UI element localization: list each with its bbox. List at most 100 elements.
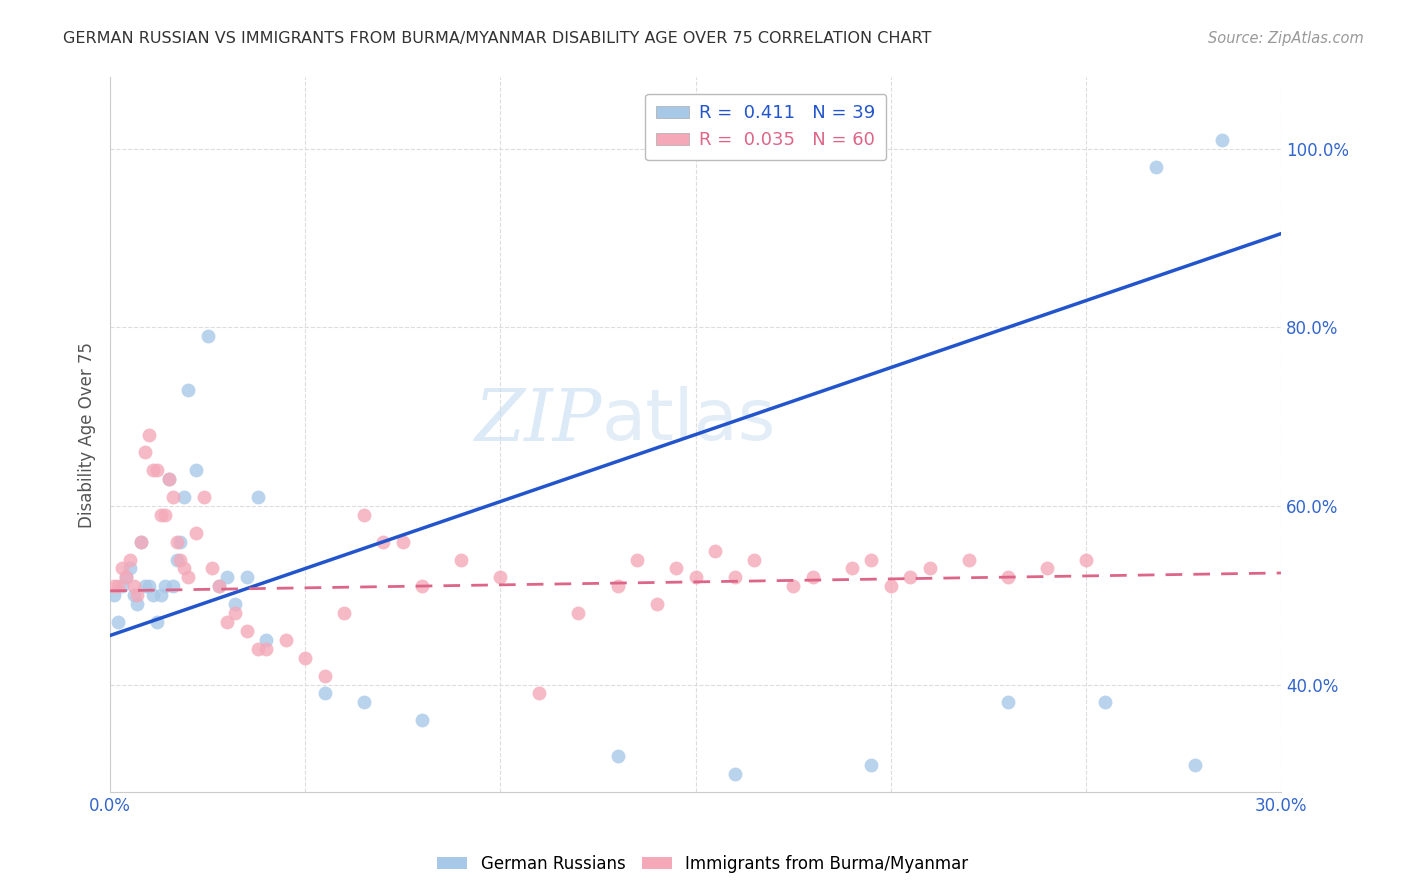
Point: [1094, 695, 1116, 709]
Point: [373, 534, 395, 549]
Legend: R =  0.411   N = 39, R =  0.035   N = 60: R = 0.411 N = 39, R = 0.035 N = 60: [645, 94, 886, 161]
Point: [107, 579, 129, 593]
Point: [208, 579, 231, 593]
Point: [860, 552, 883, 566]
Point: [134, 445, 156, 459]
Point: [197, 329, 219, 343]
Point: [314, 668, 336, 682]
Point: [122, 588, 145, 602]
Point: [122, 579, 145, 593]
Point: [665, 561, 688, 575]
Point: [162, 490, 184, 504]
Point: [157, 472, 180, 486]
Text: atlas: atlas: [602, 385, 776, 455]
Point: [166, 552, 188, 566]
Legend: German Russians, Immigrants from Burma/Myanmar: German Russians, Immigrants from Burma/M…: [430, 848, 976, 880]
Point: [392, 534, 415, 549]
Point: [235, 570, 257, 584]
Point: [529, 686, 551, 700]
Point: [193, 490, 215, 504]
Point: [411, 713, 433, 727]
Point: [997, 695, 1019, 709]
Point: [879, 579, 901, 593]
Point: [314, 686, 336, 700]
Point: [127, 597, 149, 611]
Point: [723, 570, 745, 584]
Point: [134, 579, 156, 593]
Point: [131, 534, 153, 549]
Point: [489, 570, 512, 584]
Text: GERMAN RUSSIAN VS IMMIGRANTS FROM BURMA/MYANMAR DISABILITY AGE OVER 75 CORRELATI: GERMAN RUSSIAN VS IMMIGRANTS FROM BURMA/…: [63, 31, 932, 46]
Point: [274, 632, 297, 647]
Point: [118, 552, 141, 566]
Point: [742, 552, 765, 566]
Point: [782, 579, 804, 593]
Point: [254, 632, 277, 647]
Point: [153, 579, 176, 593]
Point: [1211, 133, 1233, 147]
Text: Source: ZipAtlas.com: Source: ZipAtlas.com: [1208, 31, 1364, 46]
Point: [235, 624, 257, 638]
Point: [918, 561, 941, 575]
Point: [224, 606, 246, 620]
Point: [107, 615, 129, 629]
Point: [626, 552, 648, 566]
Point: [450, 552, 472, 566]
Point: [723, 767, 745, 781]
Point: [294, 650, 316, 665]
Point: [142, 588, 165, 602]
Point: [127, 588, 149, 602]
Point: [138, 579, 160, 593]
Point: [114, 570, 136, 584]
Point: [111, 561, 134, 575]
Point: [685, 570, 707, 584]
Point: [898, 570, 921, 584]
Point: [169, 552, 191, 566]
Point: [1036, 561, 1059, 575]
Point: [645, 597, 668, 611]
Point: [169, 534, 191, 549]
Point: [841, 561, 863, 575]
Point: [201, 561, 224, 575]
Point: [142, 463, 165, 477]
Point: [177, 570, 200, 584]
Point: [177, 383, 200, 397]
Point: [146, 615, 169, 629]
Point: [153, 508, 176, 522]
Point: [224, 597, 246, 611]
Point: [118, 561, 141, 575]
Point: [149, 508, 172, 522]
Point: [162, 579, 184, 593]
Point: [254, 641, 277, 656]
Point: [567, 606, 589, 620]
Point: [1074, 552, 1097, 566]
Point: [353, 695, 375, 709]
Point: [149, 588, 172, 602]
Point: [146, 463, 169, 477]
Point: [860, 758, 883, 772]
Point: [103, 579, 125, 593]
Point: [997, 570, 1019, 584]
Point: [1184, 758, 1206, 772]
Point: [138, 427, 160, 442]
Point: [411, 579, 433, 593]
Point: [184, 525, 207, 540]
Point: [166, 534, 188, 549]
Point: [606, 749, 628, 764]
Point: [173, 490, 195, 504]
Point: [801, 570, 824, 584]
Point: [353, 508, 375, 522]
Point: [103, 588, 125, 602]
Point: [247, 641, 270, 656]
Point: [333, 606, 356, 620]
Point: [208, 579, 231, 593]
Point: [704, 543, 727, 558]
Point: [217, 615, 239, 629]
Point: [184, 463, 207, 477]
Point: [111, 579, 134, 593]
Y-axis label: Disability Age Over 75: Disability Age Over 75: [79, 342, 96, 527]
Point: [173, 561, 195, 575]
Point: [606, 579, 628, 593]
Point: [217, 570, 239, 584]
Point: [131, 534, 153, 549]
